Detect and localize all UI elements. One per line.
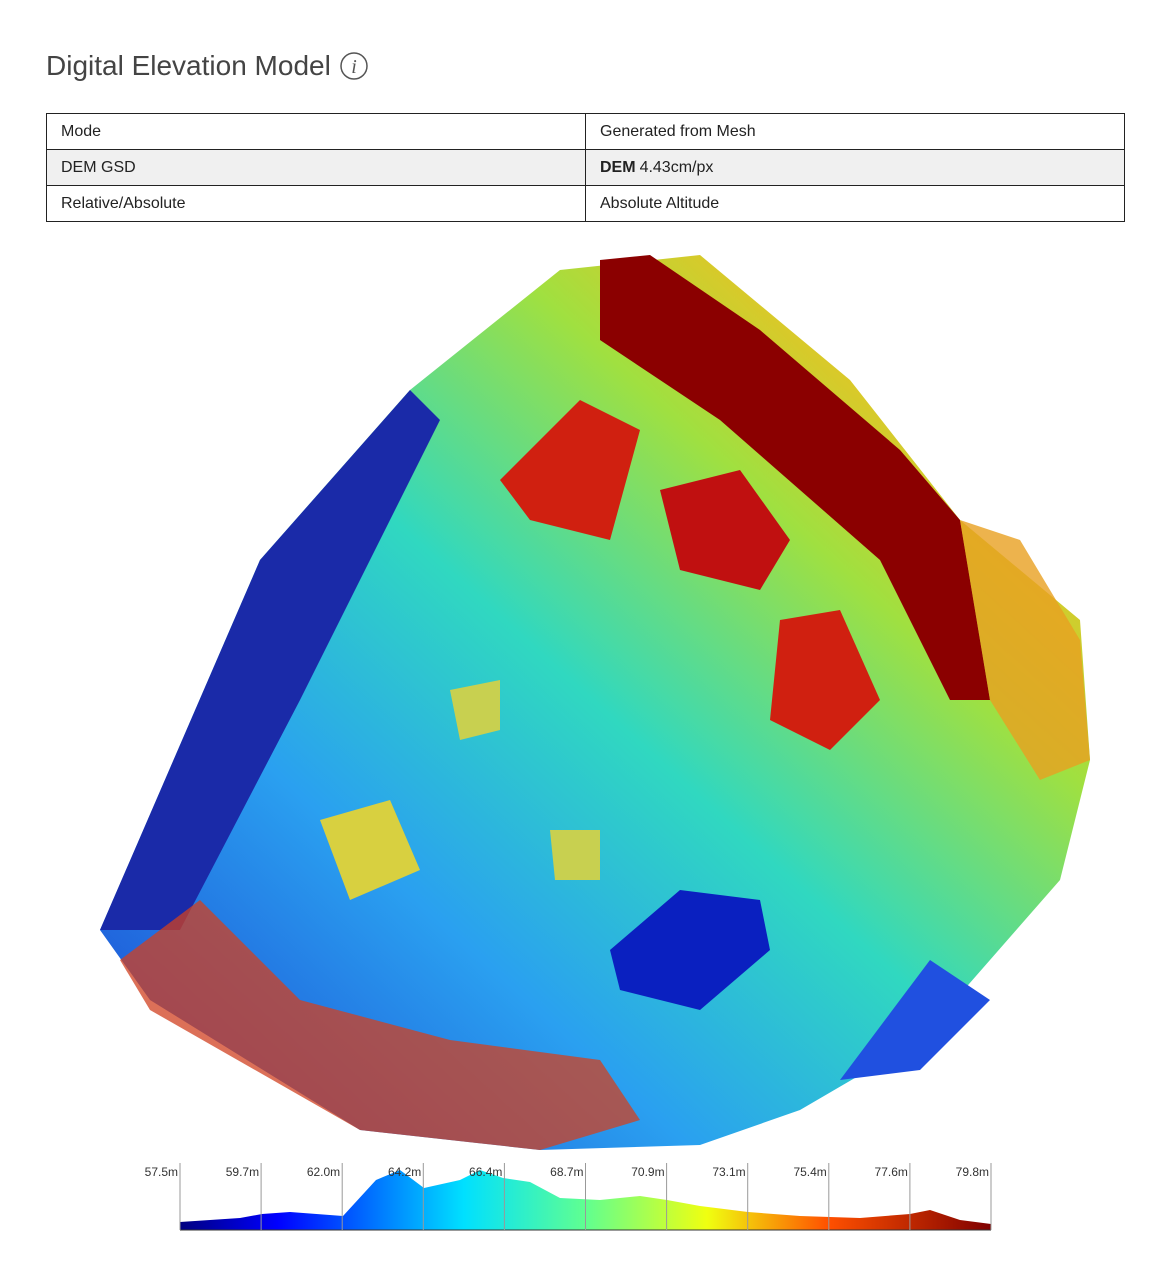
table-cell: Relative/Absolute [46,185,586,222]
table-cell: Generated from Mesh [585,113,1125,150]
legend-label: 68.7m [550,1165,583,1179]
legend-label: 73.1m [712,1165,745,1179]
table-row: DEM GSD DEM 4.43cm/px [46,149,1125,186]
legend-label: 77.6m [875,1165,908,1179]
legend-label: 75.4m [793,1165,826,1179]
bold-label: DEM [600,158,636,176]
table-cell: DEM 4.43cm/px [585,149,1125,186]
legend-label: 70.9m [631,1165,664,1179]
dem-map [100,255,1090,1150]
table-cell: DEM GSD [46,149,586,186]
legend-label: 79.8m [956,1165,989,1179]
elevation-legend: 57.5m 59.7m 62.0m 64.2m 66.4m 68.7m 70.9m 73.1m… [145,1163,992,1231]
table-row: Relative/Absolute Absolute Altitude [46,185,1125,222]
legend-label: 57.5m [145,1165,178,1179]
table-cell: Absolute Altitude [585,185,1125,222]
title: Digital Elevation Model [46,50,331,81]
histogram [180,1170,991,1230]
title-row: Digital Elevation Model i [46,50,369,82]
legend-label: 59.7m [226,1165,259,1179]
legend-label: 66.4m [469,1165,502,1179]
info-table: Mode Generated from Mesh DEM GSD DEM 4.43cm/… [46,113,1125,222]
table-cell: Mode [46,113,586,150]
svg-text:i: i [351,56,357,78]
legend-label: 62.0m [307,1165,340,1179]
cell-text: 4.43cm/px [639,158,714,176]
legend-label: 64.2m [388,1165,421,1179]
info-icon[interactable]: i [339,51,369,81]
table-row: Mode Generated from Mesh [46,113,1125,150]
